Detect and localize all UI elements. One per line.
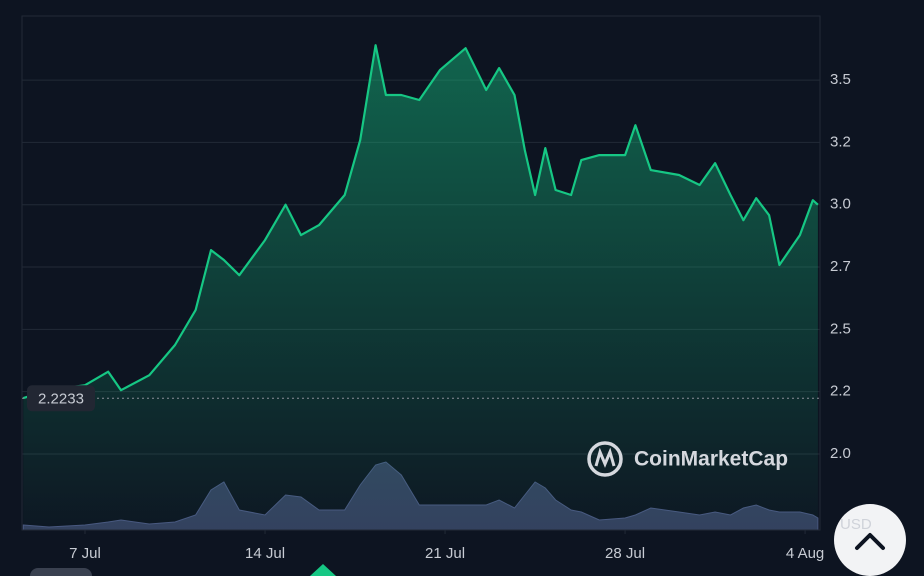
y-tick-label: 2.7	[830, 258, 851, 275]
price-layer	[22, 44, 819, 530]
navigator-handle[interactable]	[310, 564, 336, 576]
y-tick-label: 2.2	[830, 383, 851, 400]
current-price-label: 2.2233	[38, 390, 84, 407]
plot-frame	[21, 15, 821, 531]
logo	[587, 441, 623, 477]
x-tick-label: 7 Jul	[69, 545, 101, 562]
watermark-text: CoinMarketCap	[634, 448, 788, 471]
current-price-badge	[27, 385, 95, 412]
logo-mark	[594, 447, 616, 468]
scroll-top-button[interactable]	[834, 504, 906, 576]
x-tick-label: 28 Jul	[605, 545, 645, 562]
y-tick-label: 2.5	[830, 320, 851, 337]
y-tick-label: 2.0	[830, 445, 851, 462]
price-line	[22, 44, 819, 400]
x-tick-label: 21 Jul	[425, 545, 465, 562]
watermark: CoinMarketCap	[587, 441, 788, 477]
x-tick-label: 14 Jul	[245, 545, 285, 562]
y-tick-label: 3.2	[830, 133, 851, 150]
currency-label[interactable]: USD	[840, 516, 872, 533]
price-area	[23, 45, 818, 530]
y-tick-label: 3.0	[830, 196, 851, 213]
chevron-up	[855, 533, 885, 550]
x-tick-label: 4 Aug	[786, 545, 824, 562]
y-tick-label: 3.5	[830, 71, 851, 88]
range-pill[interactable]	[30, 568, 92, 576]
labels: 2.0 2.2 2.5 2.7 3.0 3.2 3.5 7 Jul 14 Jul 21 Jul 28…	[22, 71, 851, 562]
